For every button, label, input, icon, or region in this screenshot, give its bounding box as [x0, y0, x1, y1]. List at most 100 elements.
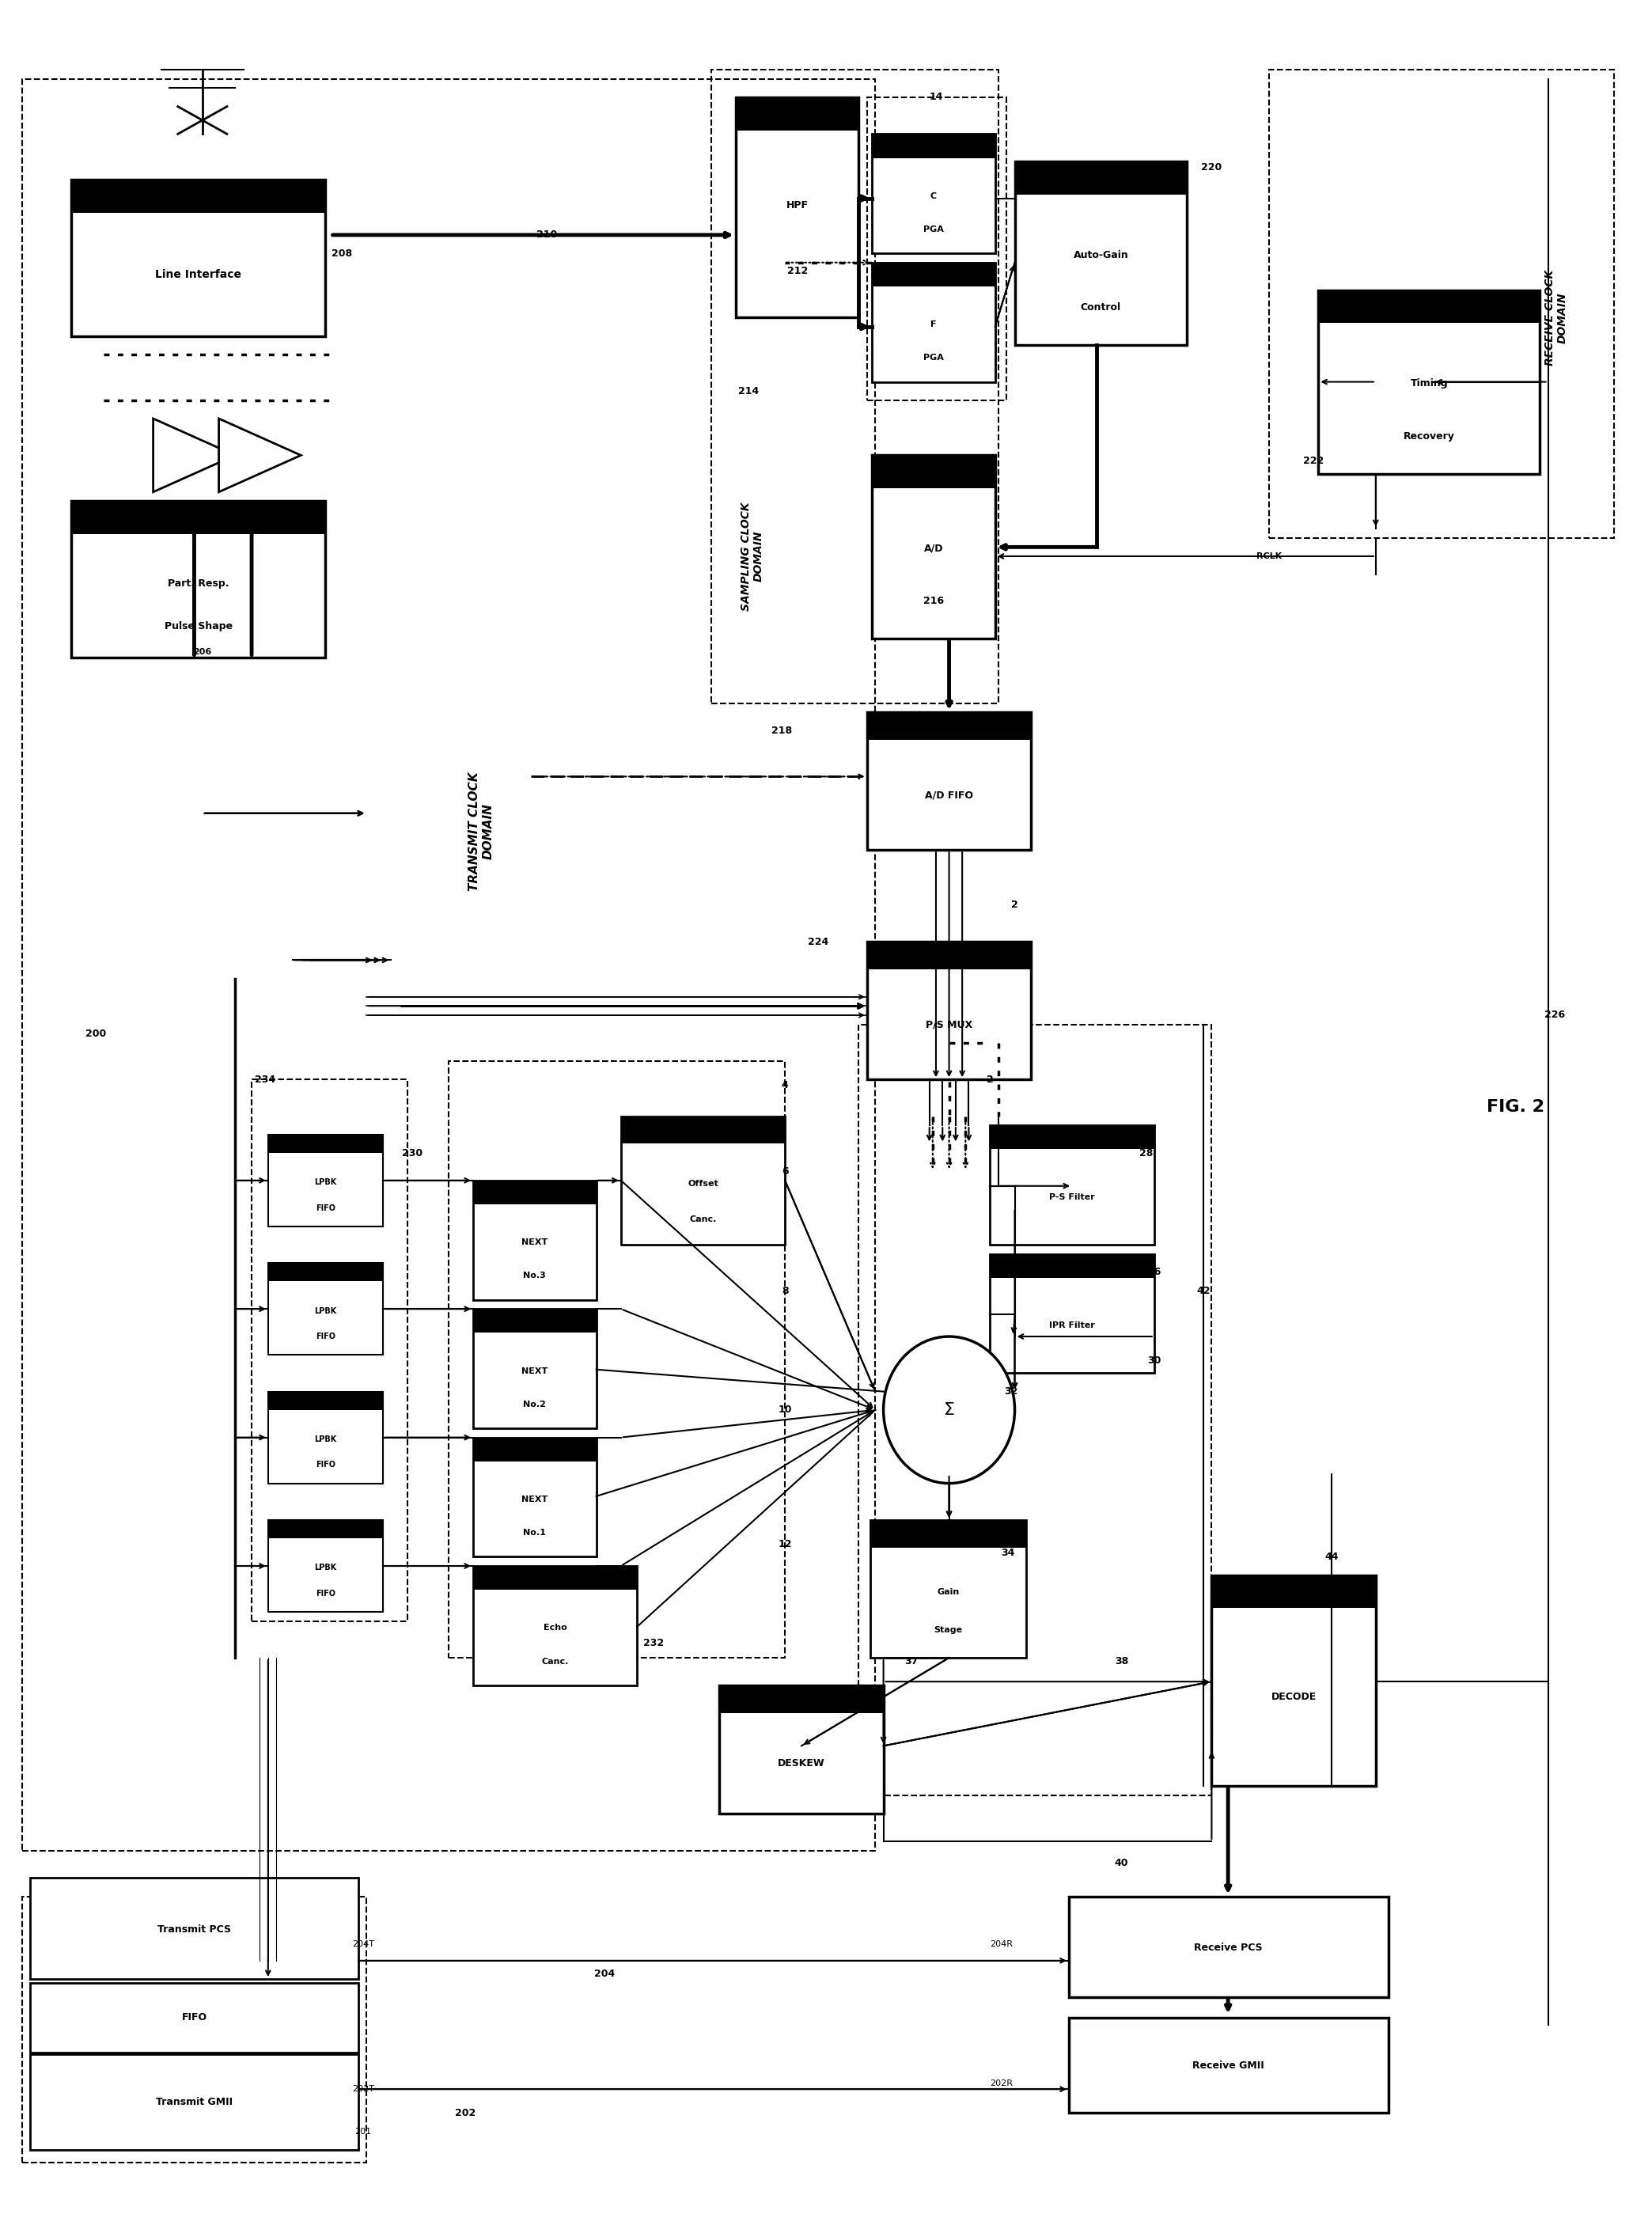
Text: NEXT: NEXT	[522, 1494, 548, 1503]
Bar	[719, 1685, 884, 1813]
Text: NEXT: NEXT	[522, 1238, 548, 1246]
Text: 6: 6	[781, 1167, 788, 1176]
Text: 228: 228	[750, 1129, 771, 1140]
Text: NEXT: NEXT	[522, 1366, 548, 1375]
Bar	[21, 1897, 367, 2163]
Bar	[472, 1437, 596, 1556]
Text: Canc.: Canc.	[689, 1215, 717, 1224]
Text: 10: 10	[778, 1404, 791, 1415]
Text: RCLK: RCLK	[1257, 551, 1282, 560]
Bar	[21, 80, 876, 1851]
Bar	[472, 1308, 596, 1333]
Bar	[990, 1125, 1155, 1149]
Text: 214: 214	[738, 385, 760, 396]
Bar	[872, 456, 995, 489]
Bar	[735, 97, 859, 317]
Text: 38: 38	[1115, 1656, 1128, 1667]
Text: 204: 204	[595, 1968, 615, 1979]
Bar	[871, 1521, 1026, 1658]
Bar	[71, 500, 325, 658]
Bar	[872, 456, 995, 640]
Text: 206: 206	[193, 649, 211, 655]
Bar	[268, 1521, 383, 1612]
Text: Part. Resp.: Part. Resp.	[167, 578, 230, 589]
Text: 42: 42	[1196, 1286, 1211, 1295]
Text: 232: 232	[643, 1638, 664, 1647]
Text: FIFO: FIFO	[182, 2013, 206, 2024]
Text: 201: 201	[355, 2128, 372, 2134]
Text: 44: 44	[1325, 1552, 1338, 1561]
Text: Auto-Gain: Auto-Gain	[1074, 250, 1128, 259]
Bar	[472, 1308, 596, 1428]
Text: 204R: 204R	[990, 1939, 1013, 1948]
Text: 4: 4	[781, 1080, 788, 1089]
Text: LPBK: LPBK	[314, 1563, 337, 1572]
Bar	[71, 179, 325, 337]
Bar	[735, 97, 859, 131]
Bar	[1211, 1574, 1376, 1787]
Text: No.3: No.3	[524, 1271, 547, 1280]
Text: DECODE: DECODE	[1270, 1691, 1317, 1703]
Text: 202R: 202R	[990, 2079, 1013, 2088]
Text: Canc.: Canc.	[542, 1658, 568, 1665]
Text: 8: 8	[781, 1286, 788, 1295]
Bar	[872, 263, 995, 381]
Bar	[719, 1685, 884, 1714]
Text: Offset: Offset	[687, 1180, 719, 1189]
Text: FIFO: FIFO	[316, 1204, 335, 1211]
Bar	[867, 941, 1031, 1080]
Text: A/D: A/D	[923, 542, 943, 554]
Bar	[472, 1437, 596, 1461]
Text: FIFO: FIFO	[316, 1333, 335, 1339]
Text: 32: 32	[1004, 1386, 1018, 1397]
Bar	[867, 97, 1006, 401]
Text: 212: 212	[786, 266, 808, 277]
Text: 28: 28	[1140, 1147, 1153, 1158]
Text: 202: 202	[454, 2108, 476, 2119]
Text: FIFO: FIFO	[316, 1461, 335, 1468]
Text: 202T: 202T	[352, 2086, 375, 2092]
Text: 224: 224	[808, 937, 828, 948]
Bar	[867, 713, 1031, 739]
Text: 204T: 204T	[352, 1939, 375, 1948]
Bar	[1211, 1574, 1376, 1607]
Text: No.1: No.1	[524, 1530, 547, 1537]
Bar	[268, 1134, 383, 1227]
Bar	[251, 1080, 408, 1621]
Text: FIG. 2: FIG. 2	[1487, 1098, 1545, 1116]
Text: 34: 34	[1001, 1548, 1014, 1559]
Text: 16: 16	[983, 478, 996, 487]
Bar	[1318, 290, 1540, 474]
Text: 230: 230	[401, 1147, 423, 1158]
Text: P-S Filter: P-S Filter	[1049, 1193, 1095, 1200]
Text: $\Sigma$: $\Sigma$	[943, 1401, 955, 1417]
Bar	[872, 263, 995, 286]
Text: P/S MUX: P/S MUX	[925, 1018, 973, 1030]
Text: Timing: Timing	[1411, 379, 1447, 387]
Text: 222: 222	[1303, 456, 1323, 465]
Bar	[1069, 1897, 1389, 1997]
Text: 14: 14	[928, 93, 943, 102]
Text: Control: Control	[1080, 303, 1122, 312]
Text: 210: 210	[537, 230, 557, 239]
Bar	[621, 1116, 785, 1145]
Text: LPBK: LPBK	[314, 1306, 337, 1315]
Text: 218: 218	[771, 726, 791, 735]
Bar	[472, 1565, 638, 1685]
Bar	[1014, 162, 1188, 195]
Text: DESKEW: DESKEW	[778, 1758, 824, 1769]
Bar	[71, 500, 325, 534]
Text: FIFO: FIFO	[316, 1590, 335, 1599]
Bar	[71, 179, 325, 213]
Bar	[872, 135, 995, 157]
Bar	[1269, 71, 1614, 538]
Bar	[268, 1521, 383, 1539]
Text: 40: 40	[1115, 1858, 1128, 1869]
Bar	[30, 2055, 358, 2150]
Text: Echo: Echo	[544, 1625, 567, 1632]
Bar	[30, 1877, 358, 1979]
Text: TRANSMIT CLOCK
DOMAIN: TRANSMIT CLOCK DOMAIN	[469, 773, 494, 892]
Text: Transmit PCS: Transmit PCS	[157, 1924, 231, 1935]
Text: RECEIVE CLOCK
DOMAIN: RECEIVE CLOCK DOMAIN	[1545, 270, 1568, 365]
Bar	[449, 1061, 785, 1658]
